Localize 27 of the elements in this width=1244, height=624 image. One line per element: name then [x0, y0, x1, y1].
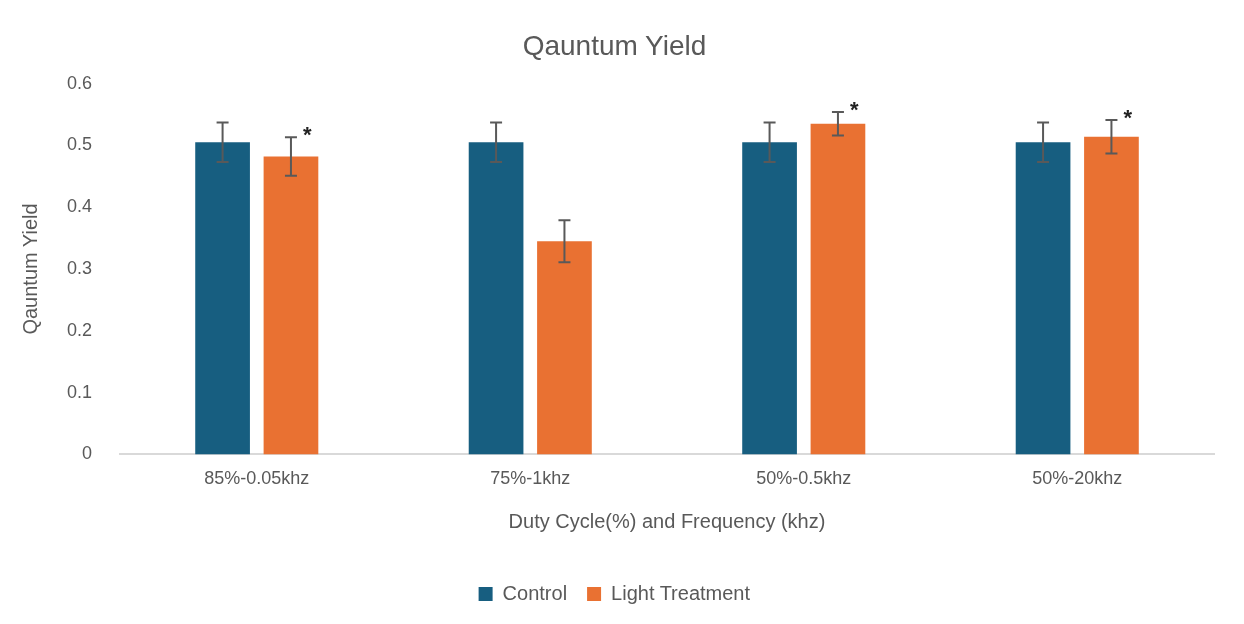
chart-title: Qauntum Yield — [522, 29, 707, 61]
x-tick-label: 85%-0.05khz — [204, 468, 310, 489]
x-tick-label: 50%-20khz — [1032, 468, 1123, 489]
y-axis-title: Qauntum Yield — [18, 203, 41, 335]
bar — [810, 123, 866, 455]
x-tick-label: 50%-0.5khz — [756, 468, 852, 489]
y-tick-label: 0.1 — [66, 381, 93, 402]
legend-label: Control — [502, 581, 568, 604]
bar — [742, 142, 797, 455]
y-tick-label: 0.5 — [66, 134, 93, 155]
x-axis-title: Duty Cycle(%) and Frequency (khz) — [508, 509, 826, 532]
bar — [468, 142, 524, 455]
data-label: * — [302, 122, 312, 148]
bar — [195, 142, 250, 455]
data-label: * — [849, 97, 859, 123]
legend-label: Light Treatment — [611, 581, 751, 604]
bar — [263, 156, 319, 455]
y-tick-label: 0.2 — [66, 319, 93, 340]
y-tick-label: 0 — [82, 443, 93, 464]
data-label: * — [1123, 105, 1133, 131]
x-tick-label: 75%-1khz — [490, 468, 571, 489]
y-tick-label: 0.4 — [66, 196, 93, 217]
y-tick-label: 0.3 — [66, 257, 93, 278]
bar — [1015, 142, 1071, 455]
bar — [1084, 136, 1139, 455]
y-tick-label: 0.6 — [66, 72, 93, 93]
bar — [537, 241, 592, 455]
